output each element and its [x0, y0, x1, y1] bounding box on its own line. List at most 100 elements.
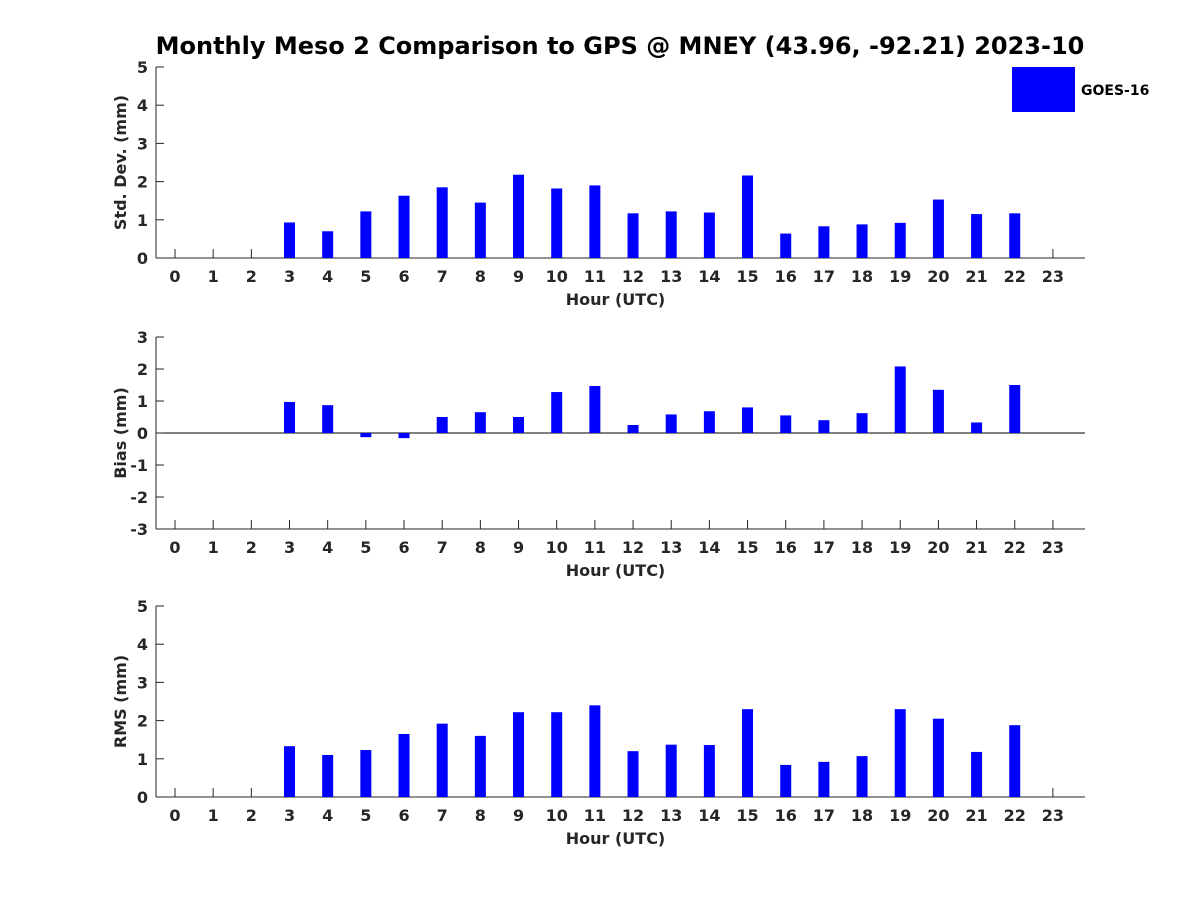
- x-tick-label: 4: [322, 806, 333, 825]
- x-tick-label: 5: [360, 538, 371, 557]
- x-tick-label: 19: [889, 267, 911, 286]
- x-tick-label: 12: [622, 267, 644, 286]
- x-tick-label: 21: [965, 267, 987, 286]
- bar: [474, 735, 486, 797]
- bar: [322, 405, 334, 433]
- x-tick-label: 0: [169, 267, 180, 286]
- bar: [971, 214, 983, 258]
- x-tick-label: 0: [169, 538, 180, 557]
- x-tick-label: 1: [208, 806, 219, 825]
- x-tick-label: 22: [1004, 267, 1026, 286]
- bar: [856, 413, 868, 433]
- x-tick-label: 23: [1042, 267, 1064, 286]
- x-tick-label: 18: [851, 538, 873, 557]
- bar: [551, 712, 563, 797]
- bar: [360, 750, 372, 797]
- y-tick-label: 2: [137, 173, 148, 192]
- bar: [322, 754, 334, 797]
- x-tick-label: 14: [698, 538, 720, 557]
- y-tick-label: 2: [137, 712, 148, 731]
- x-tick-label: 15: [736, 267, 758, 286]
- x-tick-label: 23: [1042, 806, 1064, 825]
- bar: [894, 222, 906, 258]
- bar: [627, 213, 639, 258]
- bar: [1009, 725, 1021, 797]
- bar: [589, 385, 601, 433]
- x-tick-label: 19: [889, 806, 911, 825]
- legend-label: GOES-16: [1081, 83, 1149, 99]
- x-tick-label: 9: [513, 267, 524, 286]
- bar: [971, 422, 983, 433]
- bar: [818, 420, 830, 433]
- bar: [932, 389, 944, 433]
- x-tick-label: 3: [284, 538, 295, 557]
- bar: [1009, 213, 1021, 258]
- bar: [742, 407, 754, 433]
- bar: [474, 202, 486, 258]
- x-tick-label: 14: [698, 267, 720, 286]
- bar: [284, 222, 296, 258]
- x-tick-label: 11: [584, 806, 606, 825]
- bar: [780, 415, 792, 433]
- x-tick-label: 3: [284, 806, 295, 825]
- x-tick-label: 1: [208, 538, 219, 557]
- x-tick-label: 9: [513, 538, 524, 557]
- bar: [627, 751, 639, 797]
- bar: [513, 417, 525, 433]
- y-tick-label: -3: [130, 520, 148, 539]
- y-tick-label: 5: [137, 597, 148, 616]
- bar: [551, 188, 563, 258]
- x-axis-label: Hour (UTC): [566, 290, 666, 309]
- x-axis-label: Hour (UTC): [566, 829, 666, 848]
- bar: [436, 417, 448, 433]
- x-tick-label: 8: [475, 538, 486, 557]
- x-tick-label: 23: [1042, 538, 1064, 557]
- x-tick-label: 10: [546, 538, 568, 557]
- y-tick-label: 3: [137, 328, 148, 347]
- y-tick-label: 5: [137, 58, 148, 77]
- y-tick-label: 1: [137, 211, 148, 230]
- bar: [780, 233, 792, 258]
- x-tick-label: 15: [736, 806, 758, 825]
- x-tick-label: 6: [398, 806, 409, 825]
- x-tick-label: 16: [775, 538, 797, 557]
- bar: [780, 764, 792, 797]
- bar: [742, 175, 754, 258]
- y-tick-label: -2: [130, 488, 148, 507]
- y-tick-label: 1: [137, 392, 148, 411]
- bar: [818, 761, 830, 797]
- y-tick-label: 0: [137, 249, 148, 268]
- x-tick-label: 20: [927, 806, 949, 825]
- x-tick-label: 17: [813, 806, 835, 825]
- x-tick-label: 18: [851, 267, 873, 286]
- x-tick-label: 2: [246, 267, 257, 286]
- bar: [551, 392, 563, 433]
- x-tick-label: 15: [736, 538, 758, 557]
- x-tick-label: 8: [475, 806, 486, 825]
- x-tick-label: 7: [437, 267, 448, 286]
- x-tick-label: 11: [584, 267, 606, 286]
- x-tick-label: 2: [246, 538, 257, 557]
- x-tick-label: 5: [360, 806, 371, 825]
- bar: [284, 746, 296, 797]
- bar: [436, 187, 448, 258]
- x-tick-label: 16: [775, 806, 797, 825]
- bar: [1009, 385, 1021, 433]
- x-tick-label: 10: [546, 806, 568, 825]
- bar: [665, 211, 677, 258]
- chart-title: Monthly Meso 2 Comparison to GPS @ MNEY …: [156, 32, 1085, 60]
- x-tick-label: 22: [1004, 806, 1026, 825]
- bar: [665, 414, 677, 433]
- legend: GOES-16: [1012, 67, 1149, 112]
- bar: [742, 709, 754, 797]
- x-tick-label: 14: [698, 806, 720, 825]
- y-tick-label: 4: [137, 96, 148, 115]
- bar: [513, 712, 525, 797]
- x-tick-label: 21: [965, 806, 987, 825]
- y-tick-label: 3: [137, 673, 148, 692]
- bar: [818, 226, 830, 258]
- bar: [513, 174, 525, 258]
- y-axis-label: Std. Dev. (mm): [111, 95, 130, 230]
